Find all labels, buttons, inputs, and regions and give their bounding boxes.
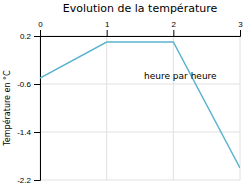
tick: 2 [172,20,177,36]
chart: 0 1 2 3 0.2 -0.6 -1.4 -2.2 heure par heure Evolut… [0,0,250,188]
marks [40,42,240,168]
annotation: heure par heure [144,71,217,81]
tick-mark [34,84,40,85]
grid-line [40,180,240,181]
plot: 0 1 2 3 0.2 -0.6 -1.4 -2.2 heure par heure [17,20,243,185]
axis-line [41,30,241,37]
tick-mark [34,36,40,37]
tick: 0 [38,20,43,36]
x-axis: 0 1 2 3 [38,20,243,37]
tick: 1 [105,20,110,36]
grid-line [106,36,107,180]
tick: -1.4 [17,128,40,137]
line [40,42,240,168]
tick-mark [240,30,241,36]
tick: -2.2 [17,176,40,185]
tick: 0.2 [20,32,40,41]
tick-label: -2.2 [17,176,31,185]
tick-label: -1.4 [17,128,31,137]
tick-mark [40,30,41,36]
tick-label: 0 [38,20,43,29]
tick-mark [173,30,174,36]
tick-mark [107,30,108,36]
title: Evolution de la température [63,2,218,15]
grid-line [40,84,240,85]
tick-label: 3 [238,20,243,29]
axis-line [34,37,41,181]
grid-line [240,36,241,180]
tick-label: 0.2 [20,32,32,41]
tick: 3 [238,20,243,36]
tick: -0.6 [17,80,40,89]
y-axis-title: Température en °C [2,70,12,147]
y-axis: 0.2 -0.6 -1.4 -2.2 [17,32,40,185]
grid-line [40,132,240,133]
tick-mark [34,180,40,181]
grid-line [173,36,174,180]
tick-label: 2 [172,20,177,29]
tick-label: 1 [105,20,110,29]
tick-label: -0.6 [17,80,31,89]
grid [40,36,240,180]
tick-mark [34,132,40,133]
